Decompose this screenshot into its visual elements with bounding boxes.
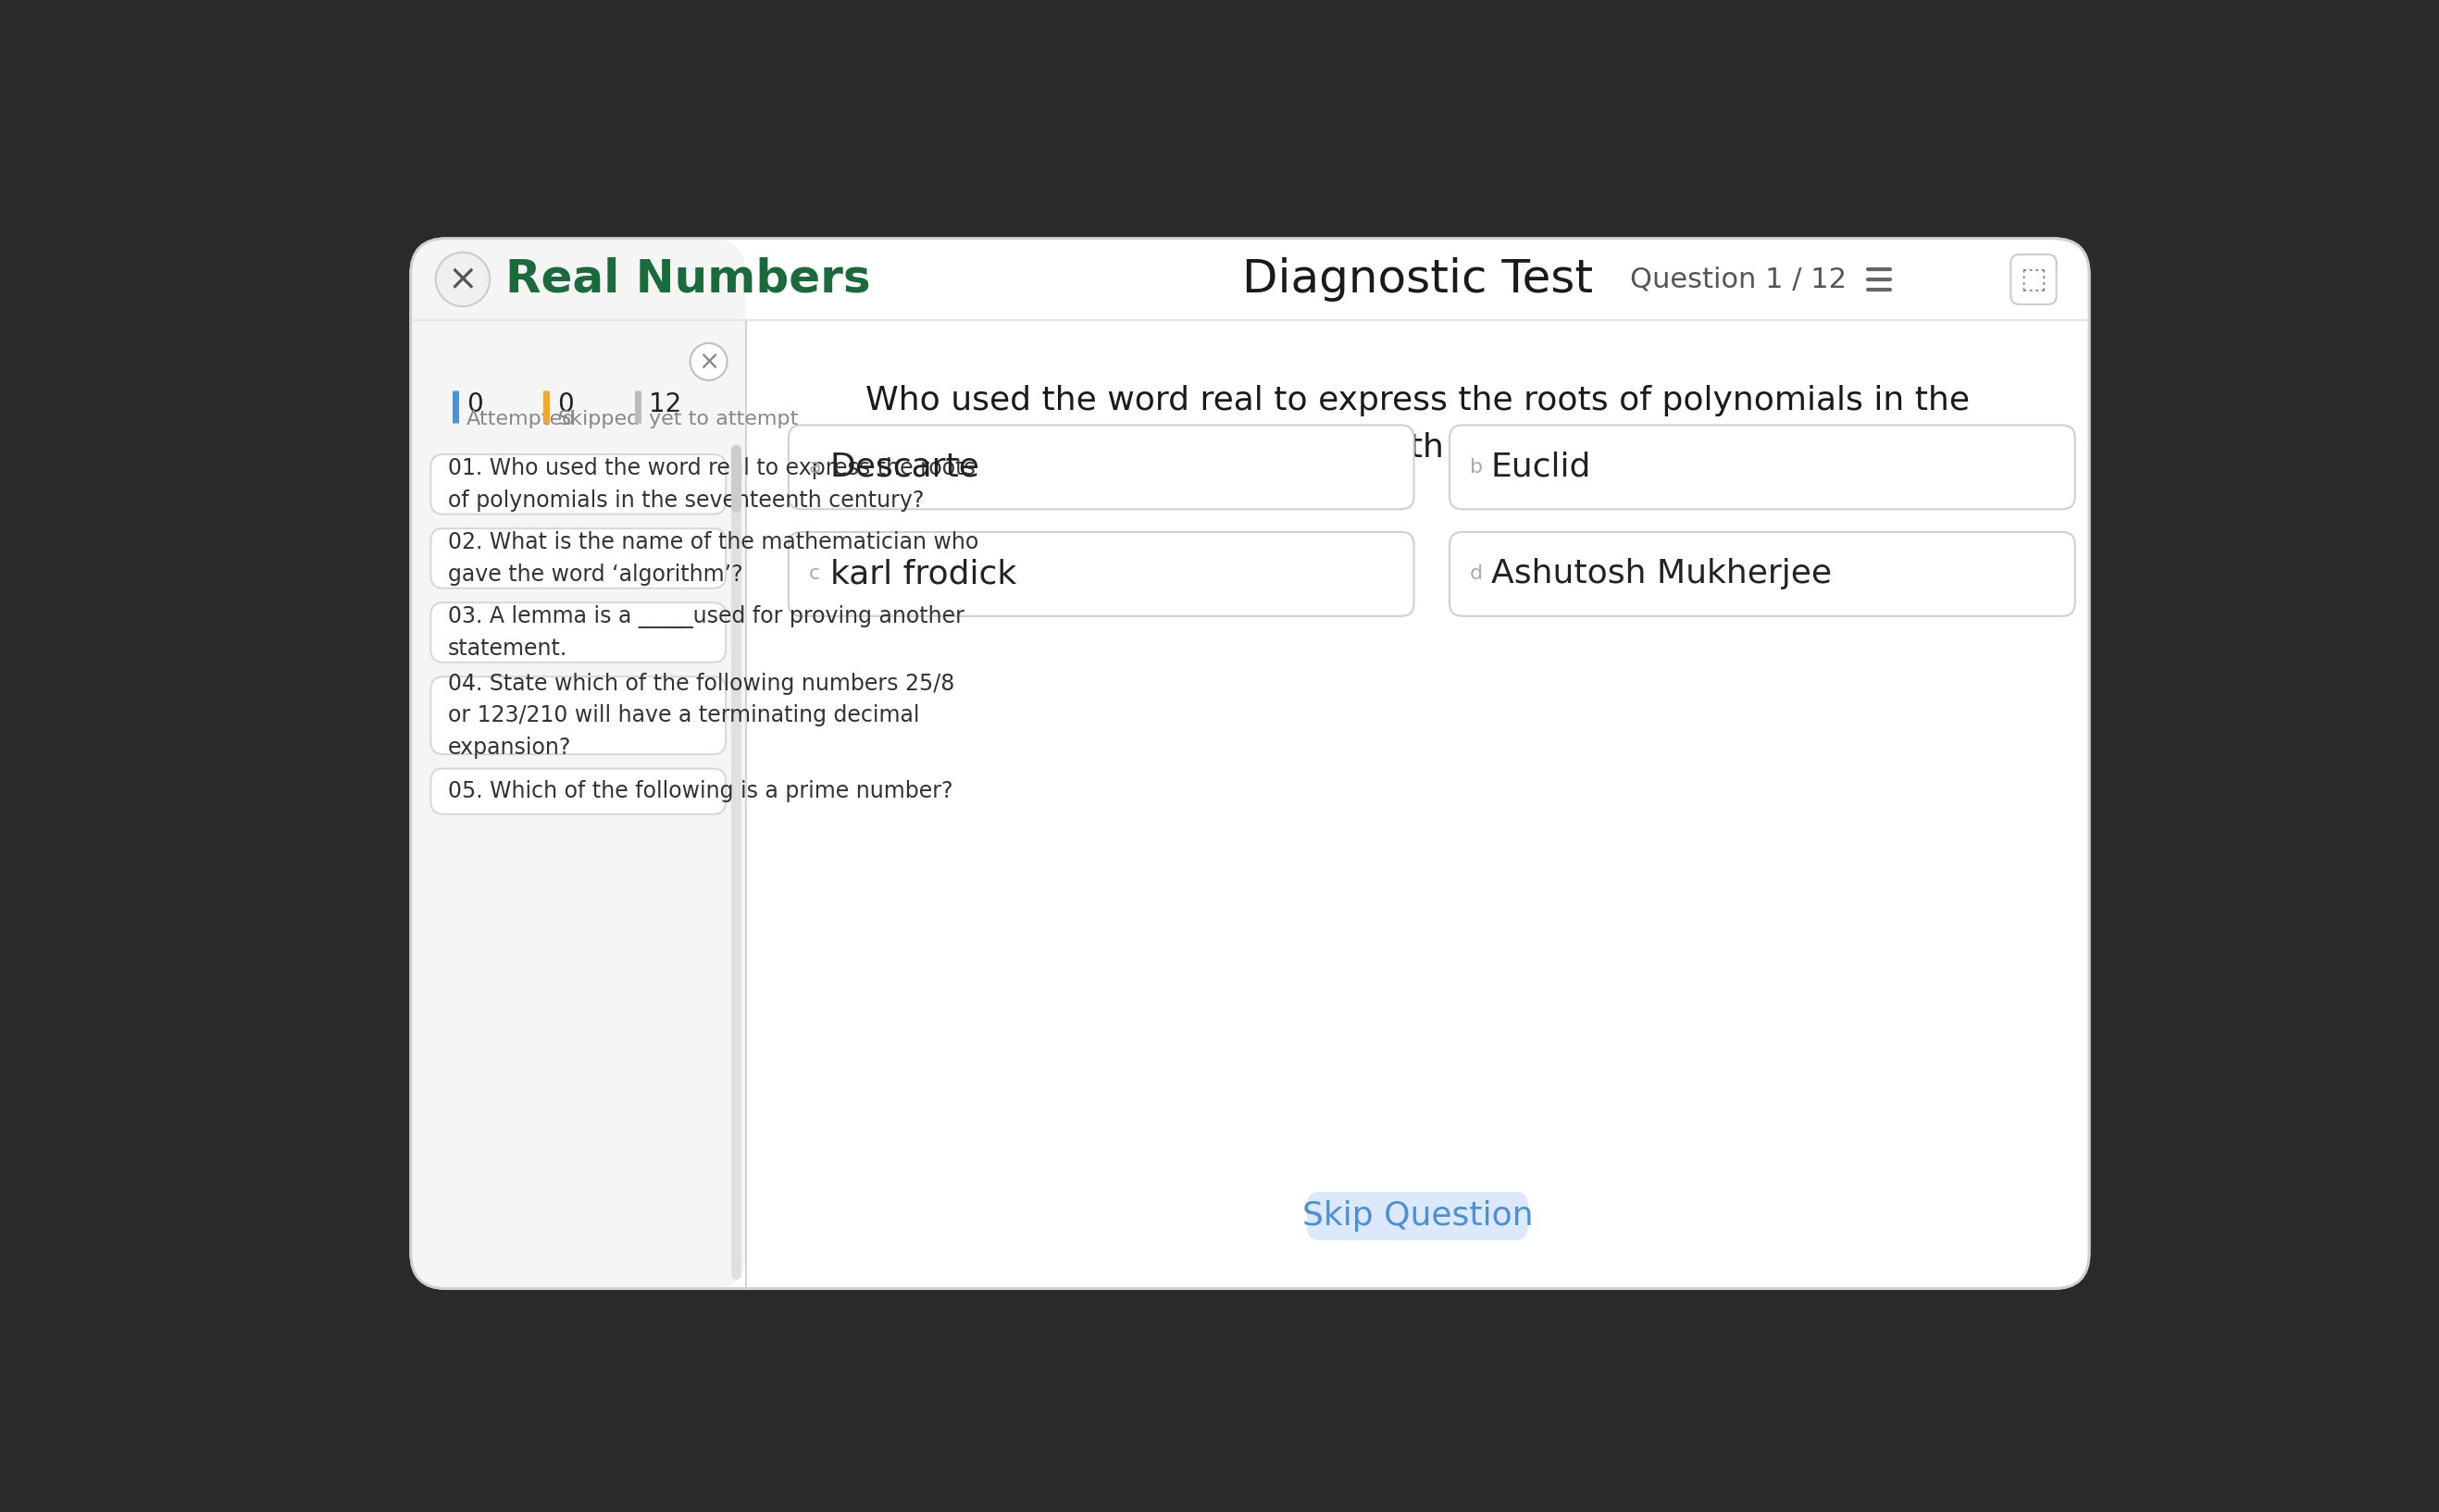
- FancyBboxPatch shape: [1449, 425, 2076, 510]
- FancyBboxPatch shape: [1307, 1191, 1527, 1240]
- Text: Skipped: Skipped: [559, 410, 639, 429]
- Text: ×: ×: [449, 262, 478, 296]
- FancyBboxPatch shape: [788, 532, 1415, 615]
- FancyBboxPatch shape: [788, 425, 1415, 510]
- Text: d: d: [1471, 565, 1483, 584]
- FancyBboxPatch shape: [2010, 254, 2056, 304]
- Text: 05. Which of the following is a prime number?: 05. Which of the following is a prime nu…: [449, 780, 954, 803]
- Text: Ashutosh Mukherjee: Ashutosh Mukherjee: [1490, 558, 1832, 590]
- Text: karl frodick: karl frodick: [829, 558, 1017, 590]
- Text: Descarte: Descarte: [829, 452, 980, 482]
- Text: ⬚: ⬚: [2019, 266, 2046, 293]
- Text: Attempted: Attempted: [466, 410, 576, 429]
- Text: 02. What is the name of the mathematician who
gave the word ‘algorithm’?: 02. What is the name of the mathematicia…: [449, 531, 978, 585]
- Text: c: c: [807, 565, 820, 584]
- Text: Question 1 / 12: Question 1 / 12: [1629, 266, 1846, 293]
- Text: Who used the word real to express the roots of polynomials in the
seventeenth ce: Who used the word real to express the ro…: [866, 384, 1971, 464]
- Text: ×: ×: [698, 349, 720, 375]
- FancyBboxPatch shape: [410, 239, 746, 1288]
- Text: 0: 0: [559, 392, 573, 417]
- Text: Diagnostic Test: Diagnostic Test: [1241, 257, 1593, 301]
- FancyBboxPatch shape: [432, 454, 727, 514]
- FancyBboxPatch shape: [432, 528, 727, 588]
- Text: 12: 12: [649, 392, 680, 417]
- Text: Real Numbers: Real Numbers: [505, 257, 871, 301]
- FancyBboxPatch shape: [1449, 532, 2076, 615]
- Text: 04. State which of the following numbers 25/8
or 123/210 will have a terminating: 04. State which of the following numbers…: [449, 673, 954, 759]
- Text: 01. Who used the word real to express the roots
of polynomials in the seventeent: 01. Who used the word real to express th…: [449, 457, 976, 511]
- FancyBboxPatch shape: [410, 239, 2090, 1288]
- Text: 03. A lemma is a _____used for proving another
statement.: 03. A lemma is a _____used for proving a…: [449, 605, 963, 659]
- Circle shape: [690, 343, 727, 380]
- Text: 0: 0: [466, 392, 483, 417]
- FancyBboxPatch shape: [432, 677, 727, 754]
- Circle shape: [437, 253, 490, 307]
- FancyBboxPatch shape: [432, 768, 727, 813]
- Text: Euclid: Euclid: [1490, 452, 1590, 482]
- FancyBboxPatch shape: [432, 603, 727, 662]
- Text: yet to attempt: yet to attempt: [649, 410, 798, 429]
- Text: b: b: [1471, 458, 1483, 476]
- Text: Skip Question: Skip Question: [1302, 1201, 1534, 1232]
- Text: a: a: [807, 458, 822, 476]
